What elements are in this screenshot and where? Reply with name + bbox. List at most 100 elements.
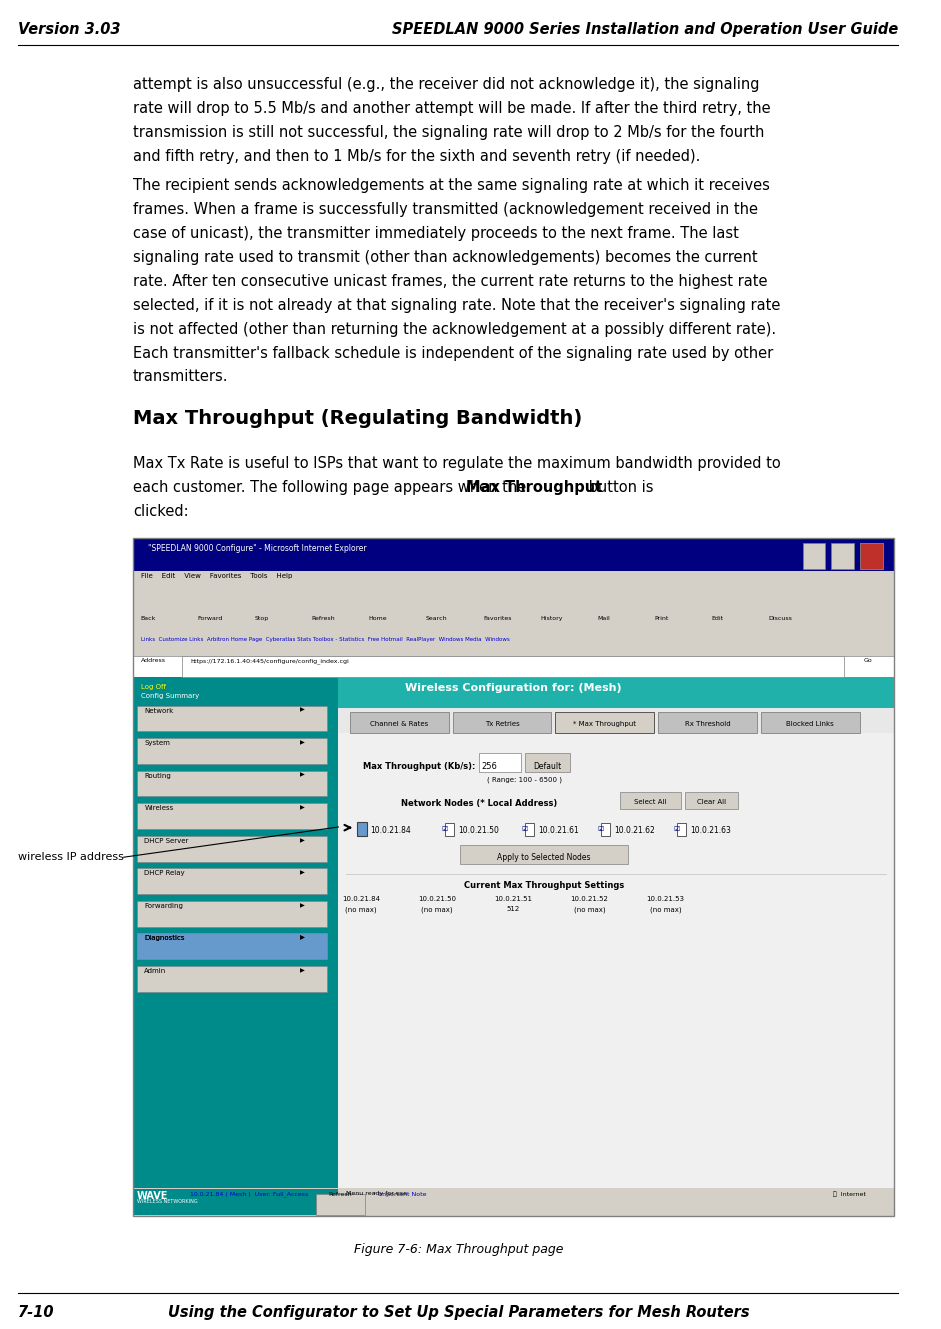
FancyBboxPatch shape xyxy=(445,823,455,836)
Text: (no max): (no max) xyxy=(422,906,454,913)
Text: 7-10: 7-10 xyxy=(18,1305,55,1320)
Text: Version 3.03: Version 3.03 xyxy=(18,23,120,37)
Text: Channel & Rates: Channel & Rates xyxy=(370,722,428,727)
FancyBboxPatch shape xyxy=(133,678,894,1192)
Text: Select All: Select All xyxy=(634,799,666,805)
FancyBboxPatch shape xyxy=(183,655,844,678)
FancyBboxPatch shape xyxy=(760,712,860,734)
Text: SPEEDLAN 9000 Series Installation and Operation User Guide: SPEEDLAN 9000 Series Installation and Op… xyxy=(392,23,899,37)
Text: ( Range: 100 - 6500 ): ( Range: 100 - 6500 ) xyxy=(486,777,562,783)
Text: ☑: ☑ xyxy=(673,827,679,832)
Text: Each transmitter's fallback schedule is independent of the signaling rate used b: Each transmitter's fallback schedule is … xyxy=(133,346,774,360)
Text: ▶: ▶ xyxy=(300,936,305,941)
Text: Back: Back xyxy=(140,617,156,621)
FancyBboxPatch shape xyxy=(136,933,327,960)
Text: ▶: ▶ xyxy=(300,870,305,876)
Text: (no max): (no max) xyxy=(345,906,377,913)
Text: DHCP Relay: DHCP Relay xyxy=(144,870,185,876)
Text: 10.0.21.51: 10.0.21.51 xyxy=(494,896,533,902)
Text: case of unicast), the transmitter immediately proceeds to the next frame. The la: case of unicast), the transmitter immedi… xyxy=(133,226,739,241)
FancyBboxPatch shape xyxy=(133,655,894,678)
Text: ☑: ☑ xyxy=(598,827,603,832)
Text: is not affected (other than returning the acknowledgement at a possibly differen: is not affected (other than returning th… xyxy=(133,322,776,336)
Text: Rx Threshold: Rx Threshold xyxy=(685,722,730,727)
Text: Print: Print xyxy=(654,617,668,621)
FancyBboxPatch shape xyxy=(832,544,854,569)
FancyBboxPatch shape xyxy=(358,821,367,836)
Text: WIRELESS NETWORKING: WIRELESS NETWORKING xyxy=(136,1199,198,1204)
Text: Home: Home xyxy=(369,617,388,621)
FancyBboxPatch shape xyxy=(136,771,327,796)
Text: Forward: Forward xyxy=(198,617,223,621)
Text: Favorites: Favorites xyxy=(483,617,512,621)
FancyBboxPatch shape xyxy=(860,544,884,569)
FancyBboxPatch shape xyxy=(133,570,894,597)
Text: Config Summary: Config Summary xyxy=(140,692,199,699)
Text: ▶: ▶ xyxy=(300,968,305,973)
Text: Log Off: Log Off xyxy=(140,684,166,690)
Text: ▶: ▶ xyxy=(300,772,305,777)
Text: attempt is also unsuccessful (e.g., the receiver did not acknowledge it), the si: attempt is also unsuccessful (e.g., the … xyxy=(133,77,759,92)
FancyBboxPatch shape xyxy=(136,803,327,829)
FancyBboxPatch shape xyxy=(315,1195,365,1215)
Text: ☑: ☑ xyxy=(521,827,527,832)
Text: and fifth retry, and then to 1 Mb/s for the sixth and seventh retry (if needed).: and fifth retry, and then to 1 Mb/s for … xyxy=(133,149,700,163)
Text: ▶: ▶ xyxy=(300,936,305,941)
Text: System: System xyxy=(144,740,170,746)
FancyBboxPatch shape xyxy=(133,538,894,570)
FancyBboxPatch shape xyxy=(453,712,551,734)
Text: each customer. The following page appears when the: each customer. The following page appear… xyxy=(133,480,531,494)
Text: Apply to Selected Nodes: Apply to Selected Nodes xyxy=(497,853,591,863)
Text: 10.0.21.50: 10.0.21.50 xyxy=(458,827,500,836)
Text: ▶: ▶ xyxy=(300,805,305,811)
Text: Menu ready for use: Menu ready for use xyxy=(346,1191,407,1196)
Text: ▶: ▶ xyxy=(300,707,305,712)
Text: button is: button is xyxy=(584,480,653,494)
Text: Max Throughput (Kb/s):: Max Throughput (Kb/s): xyxy=(363,762,475,771)
Text: 10.0.21.61: 10.0.21.61 xyxy=(538,827,580,836)
Text: Admin: Admin xyxy=(144,968,167,974)
FancyBboxPatch shape xyxy=(133,634,894,655)
Text: Current Max Throughput Settings: Current Max Throughput Settings xyxy=(464,881,624,889)
FancyBboxPatch shape xyxy=(601,823,610,836)
Text: * Max Throughput: * Max Throughput xyxy=(573,722,636,727)
FancyBboxPatch shape xyxy=(479,754,521,772)
Text: clicked:: clicked: xyxy=(133,504,188,518)
Text: ▶: ▶ xyxy=(300,740,305,746)
FancyBboxPatch shape xyxy=(803,544,825,569)
FancyBboxPatch shape xyxy=(136,901,327,926)
Text: Links  Customize Links  Arbitron Home Page  Cyberatlas Stats Toolbox - Statistic: Links Customize Links Arbitron Home Page… xyxy=(140,637,509,642)
FancyBboxPatch shape xyxy=(133,1189,339,1215)
FancyBboxPatch shape xyxy=(136,933,327,960)
FancyBboxPatch shape xyxy=(677,823,686,836)
FancyBboxPatch shape xyxy=(658,712,757,734)
Text: Max Throughput: Max Throughput xyxy=(466,480,602,494)
FancyBboxPatch shape xyxy=(136,738,327,764)
FancyBboxPatch shape xyxy=(620,792,680,809)
Text: Routing: Routing xyxy=(144,772,171,779)
Text: Network Nodes (* Local Address): Network Nodes (* Local Address) xyxy=(401,799,557,808)
Text: rate. After ten consecutive unicast frames, the current rate returns to the high: rate. After ten consecutive unicast fram… xyxy=(133,274,768,288)
Text: 10.0.21.52: 10.0.21.52 xyxy=(570,896,609,902)
FancyBboxPatch shape xyxy=(350,712,449,734)
Text: transmitters.: transmitters. xyxy=(133,369,229,384)
Text: Default: Default xyxy=(534,762,562,771)
Text: Address: Address xyxy=(140,658,166,663)
Text: Stop: Stop xyxy=(255,617,269,621)
Text: ▶: ▶ xyxy=(300,902,305,908)
Text: signaling rate used to transmit (other than acknowledgements) becomes the curren: signaling rate used to transmit (other t… xyxy=(133,250,758,264)
Text: History: History xyxy=(540,617,563,621)
Text: 10.0.21.53: 10.0.21.53 xyxy=(646,896,685,902)
Text: Search: Search xyxy=(426,617,448,621)
FancyBboxPatch shape xyxy=(339,707,894,734)
FancyBboxPatch shape xyxy=(133,538,894,1216)
Text: Mail: Mail xyxy=(598,617,610,621)
FancyBboxPatch shape xyxy=(133,597,894,634)
Text: Blocked Links: Blocked Links xyxy=(787,722,834,727)
Text: 10.0.21.63: 10.0.21.63 xyxy=(691,827,731,836)
Text: wireless IP address: wireless IP address xyxy=(18,852,124,863)
Text: Tx Retries: Tx Retries xyxy=(485,722,519,727)
Text: Refresh: Refresh xyxy=(311,617,335,621)
Text: ▶: ▶ xyxy=(300,837,305,843)
Text: frames. When a frame is successfully transmitted (acknowledgement received in th: frames. When a frame is successfully tra… xyxy=(133,202,758,217)
